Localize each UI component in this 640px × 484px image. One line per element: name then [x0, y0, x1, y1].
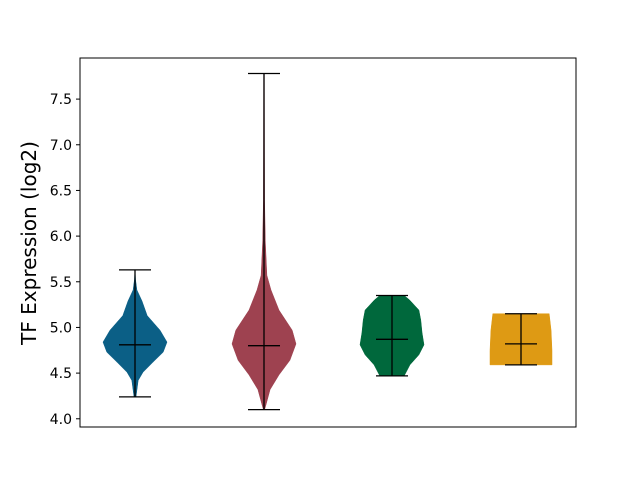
y-tick-label: 5.0: [50, 320, 72, 336]
y-tick-label: 4.0: [50, 412, 72, 428]
violin-4: [489, 313, 553, 366]
violins: [102, 72, 553, 411]
y-axis-label: TF Expression (log2): [17, 141, 41, 346]
y-tick-label: 7.5: [50, 92, 72, 108]
y-tick-label: 4.5: [50, 366, 72, 382]
violin-2: [231, 72, 297, 411]
y-tick-label: 6.0: [50, 229, 72, 245]
y-tick-label: 7.0: [50, 138, 72, 154]
y-tick-label: 5.5: [50, 275, 72, 291]
plot-frame: [79, 57, 577, 428]
y-axis: 4.0 4.5 5.0 5.5 6.0 6.5 7.0 7.5: [50, 92, 80, 428]
violin-1: [102, 269, 168, 398]
violin-3: [359, 294, 425, 377]
y-tick-label: 6.5: [50, 183, 72, 199]
